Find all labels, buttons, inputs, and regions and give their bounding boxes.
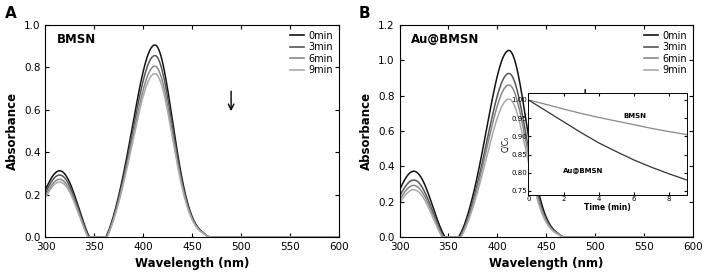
- Y-axis label: Absorbance: Absorbance: [360, 92, 372, 170]
- Legend: 0min, 3min, 6min, 9min: 0min, 3min, 6min, 9min: [643, 30, 687, 76]
- Text: A: A: [4, 6, 16, 20]
- Text: B: B: [358, 6, 370, 20]
- Y-axis label: Absorbance: Absorbance: [6, 92, 18, 170]
- Text: Au@BMSN: Au@BMSN: [411, 33, 479, 46]
- Text: BMSN: BMSN: [57, 33, 96, 46]
- Legend: 0min, 3min, 6min, 9min: 0min, 3min, 6min, 9min: [289, 30, 333, 76]
- X-axis label: Wavelength (nm): Wavelength (nm): [489, 258, 603, 270]
- X-axis label: Wavelength (nm): Wavelength (nm): [135, 258, 249, 270]
